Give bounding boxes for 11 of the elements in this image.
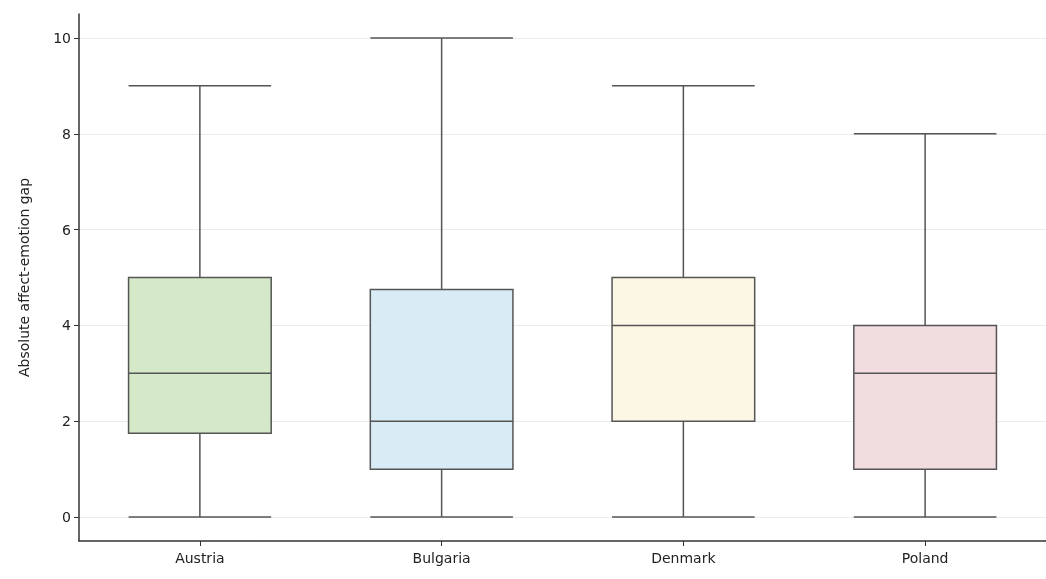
y-tick-label: 6 [62,221,72,238]
y-axis-title: Absolute affect-emotion gap [16,177,32,378]
y-tick-label: 10 [53,29,71,46]
x-tick-label: Bulgaria [412,550,471,566]
y-tick-label: 0 [62,509,71,526]
y-tick-label: 4 [62,317,72,334]
x-tick-label: Austria [175,550,225,566]
y-tick-label: 8 [62,125,71,142]
y-tick-label: 2 [62,413,71,430]
x-tick-label: Poland [901,550,949,566]
x-tick-label: Denmark [651,550,717,566]
